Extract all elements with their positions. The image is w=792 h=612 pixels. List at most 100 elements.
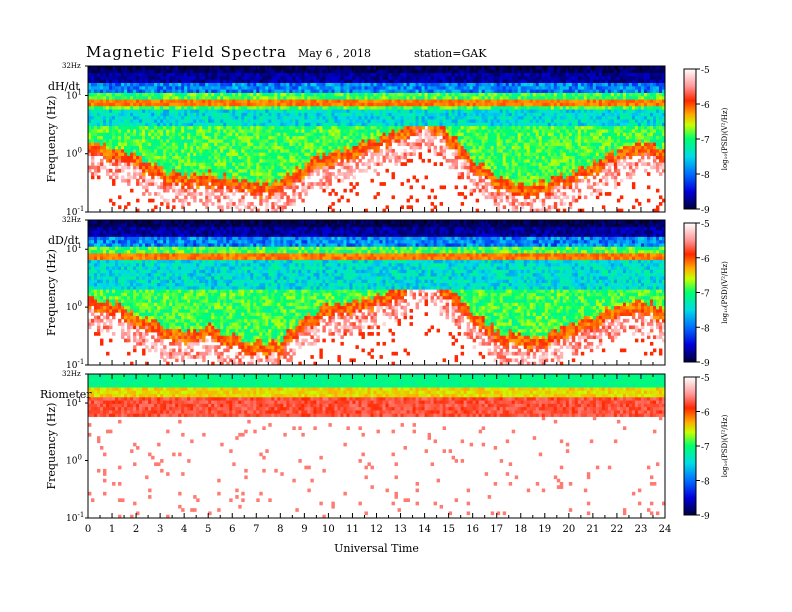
spectrogram-cell	[232, 112, 236, 117]
spectrogram-cell	[295, 165, 299, 170]
spectrogram-cell	[283, 139, 287, 143]
spectrogram-cell	[241, 66, 245, 70]
spectrogram-cell	[346, 175, 350, 180]
spectrogram-cell	[271, 168, 275, 173]
spectrogram-cell	[283, 109, 287, 113]
spectrogram-cell	[166, 188, 170, 193]
spectrogram-cell	[289, 148, 293, 153]
spectrogram-cell	[193, 142, 197, 147]
spectrogram-cell	[151, 85, 155, 90]
spectrogram-cell	[442, 82, 447, 87]
spectrogram-cell	[265, 185, 269, 190]
spectrogram-cell	[130, 188, 134, 193]
spectrogram-cell	[301, 82, 305, 87]
spectrogram-cell	[304, 85, 308, 90]
spectrogram-cell	[235, 135, 239, 140]
spectrogram-cell	[484, 85, 489, 90]
spectrogram-cell	[295, 105, 299, 110]
spectrogram-cell	[487, 79, 492, 83]
spectrogram-cell	[361, 99, 365, 103]
spectrogram-cell	[328, 172, 332, 176]
spectrogram-cell	[349, 182, 353, 186]
spectrogram-cell	[274, 99, 278, 103]
spectrogram-cell	[187, 148, 191, 153]
spectrogram-cell	[406, 95, 410, 100]
spectrogram-cell	[196, 172, 200, 176]
spectrogram-cell	[307, 168, 311, 173]
spectrogram-cell	[259, 92, 263, 97]
spectrogram-cell	[355, 155, 359, 160]
spectrogram-cell	[217, 115, 221, 120]
spectrogram-cell	[382, 155, 386, 160]
spectrogram-cell	[190, 85, 194, 90]
spectrogram-cell	[352, 102, 356, 107]
spectrogram-cell	[487, 75, 492, 80]
spectrogram-cell	[256, 66, 260, 70]
spectrogram-cell	[235, 139, 239, 143]
spectrogram-cell	[121, 145, 125, 150]
spectrogram-cell	[271, 122, 275, 127]
spectrogram-cell	[304, 109, 308, 113]
spectrogram-cell	[322, 119, 326, 123]
spectrogram-cell	[334, 142, 338, 147]
spectrogram-cell	[259, 142, 263, 147]
spectrogram-cell	[376, 139, 380, 143]
spectrogram-cell	[334, 112, 338, 117]
spectrogram-cell	[337, 85, 341, 90]
spectrogram-cell	[97, 75, 101, 80]
spectrogram-cell	[493, 85, 498, 90]
spectrogram-cell	[121, 139, 125, 143]
spectrogram-cell	[382, 135, 386, 140]
spectrogram-cell	[463, 99, 468, 103]
spectrogram-cell	[445, 132, 450, 137]
spectrogram-cell	[430, 208, 434, 213]
spectrogram-cell	[262, 142, 266, 147]
spectrogram-cell	[184, 158, 188, 163]
spectrogram-cell	[367, 162, 371, 166]
spectrogram-cell	[154, 155, 158, 160]
spectrogram-cell	[166, 142, 170, 147]
spectrogram-cell	[202, 89, 206, 93]
spectrogram-cell	[259, 115, 263, 120]
spectrogram-cell	[286, 165, 290, 170]
spectrogram-cell	[481, 85, 486, 90]
spectrogram-cell	[412, 148, 416, 153]
spectrogram-cell	[457, 192, 462, 196]
spectrogram-cell	[322, 132, 326, 137]
spectrogram-cell	[172, 175, 176, 180]
spectrogram-cell	[181, 168, 185, 173]
spectrogram-cell	[133, 92, 137, 97]
spectrogram-cell	[250, 188, 254, 193]
spectrogram-cell	[112, 135, 116, 140]
spectrogram-cell	[415, 129, 419, 133]
spectrogram-cell	[94, 172, 98, 176]
spectrogram-cell	[214, 155, 218, 160]
spectrogram-cell	[370, 152, 374, 156]
spectrogram-cell	[322, 168, 326, 173]
spectrogram-cell	[496, 99, 501, 103]
spectrogram-cell	[172, 72, 176, 77]
spectrogram-cell	[319, 112, 323, 117]
spectrogram-cell	[196, 72, 200, 77]
spectrogram-cell	[328, 66, 332, 70]
spectrogram-cell	[310, 172, 314, 176]
spectrogram-cell	[454, 109, 459, 113]
spectrogram-cell	[145, 75, 149, 80]
spectrogram-cell	[88, 82, 92, 87]
spectrogram-cell	[286, 109, 290, 113]
spectrogram-cell	[442, 109, 447, 113]
spectrogram-cell	[469, 162, 474, 166]
spectrogram-cell	[469, 72, 474, 77]
spectrogram-cell	[226, 129, 230, 133]
spectrogram-cell	[274, 95, 278, 100]
spectrogram-cell	[481, 89, 486, 93]
spectrogram-cell	[454, 125, 459, 130]
spectrogram-cell	[505, 148, 510, 153]
spectrogram-cell	[118, 99, 122, 103]
spectrogram-cell	[205, 119, 209, 123]
spectrogram-cell	[265, 115, 269, 120]
spectrogram-cell	[217, 202, 221, 206]
spectrogram-cell	[142, 125, 146, 130]
spectrogram-cell	[283, 92, 287, 97]
spectrogram-cell	[430, 75, 434, 80]
